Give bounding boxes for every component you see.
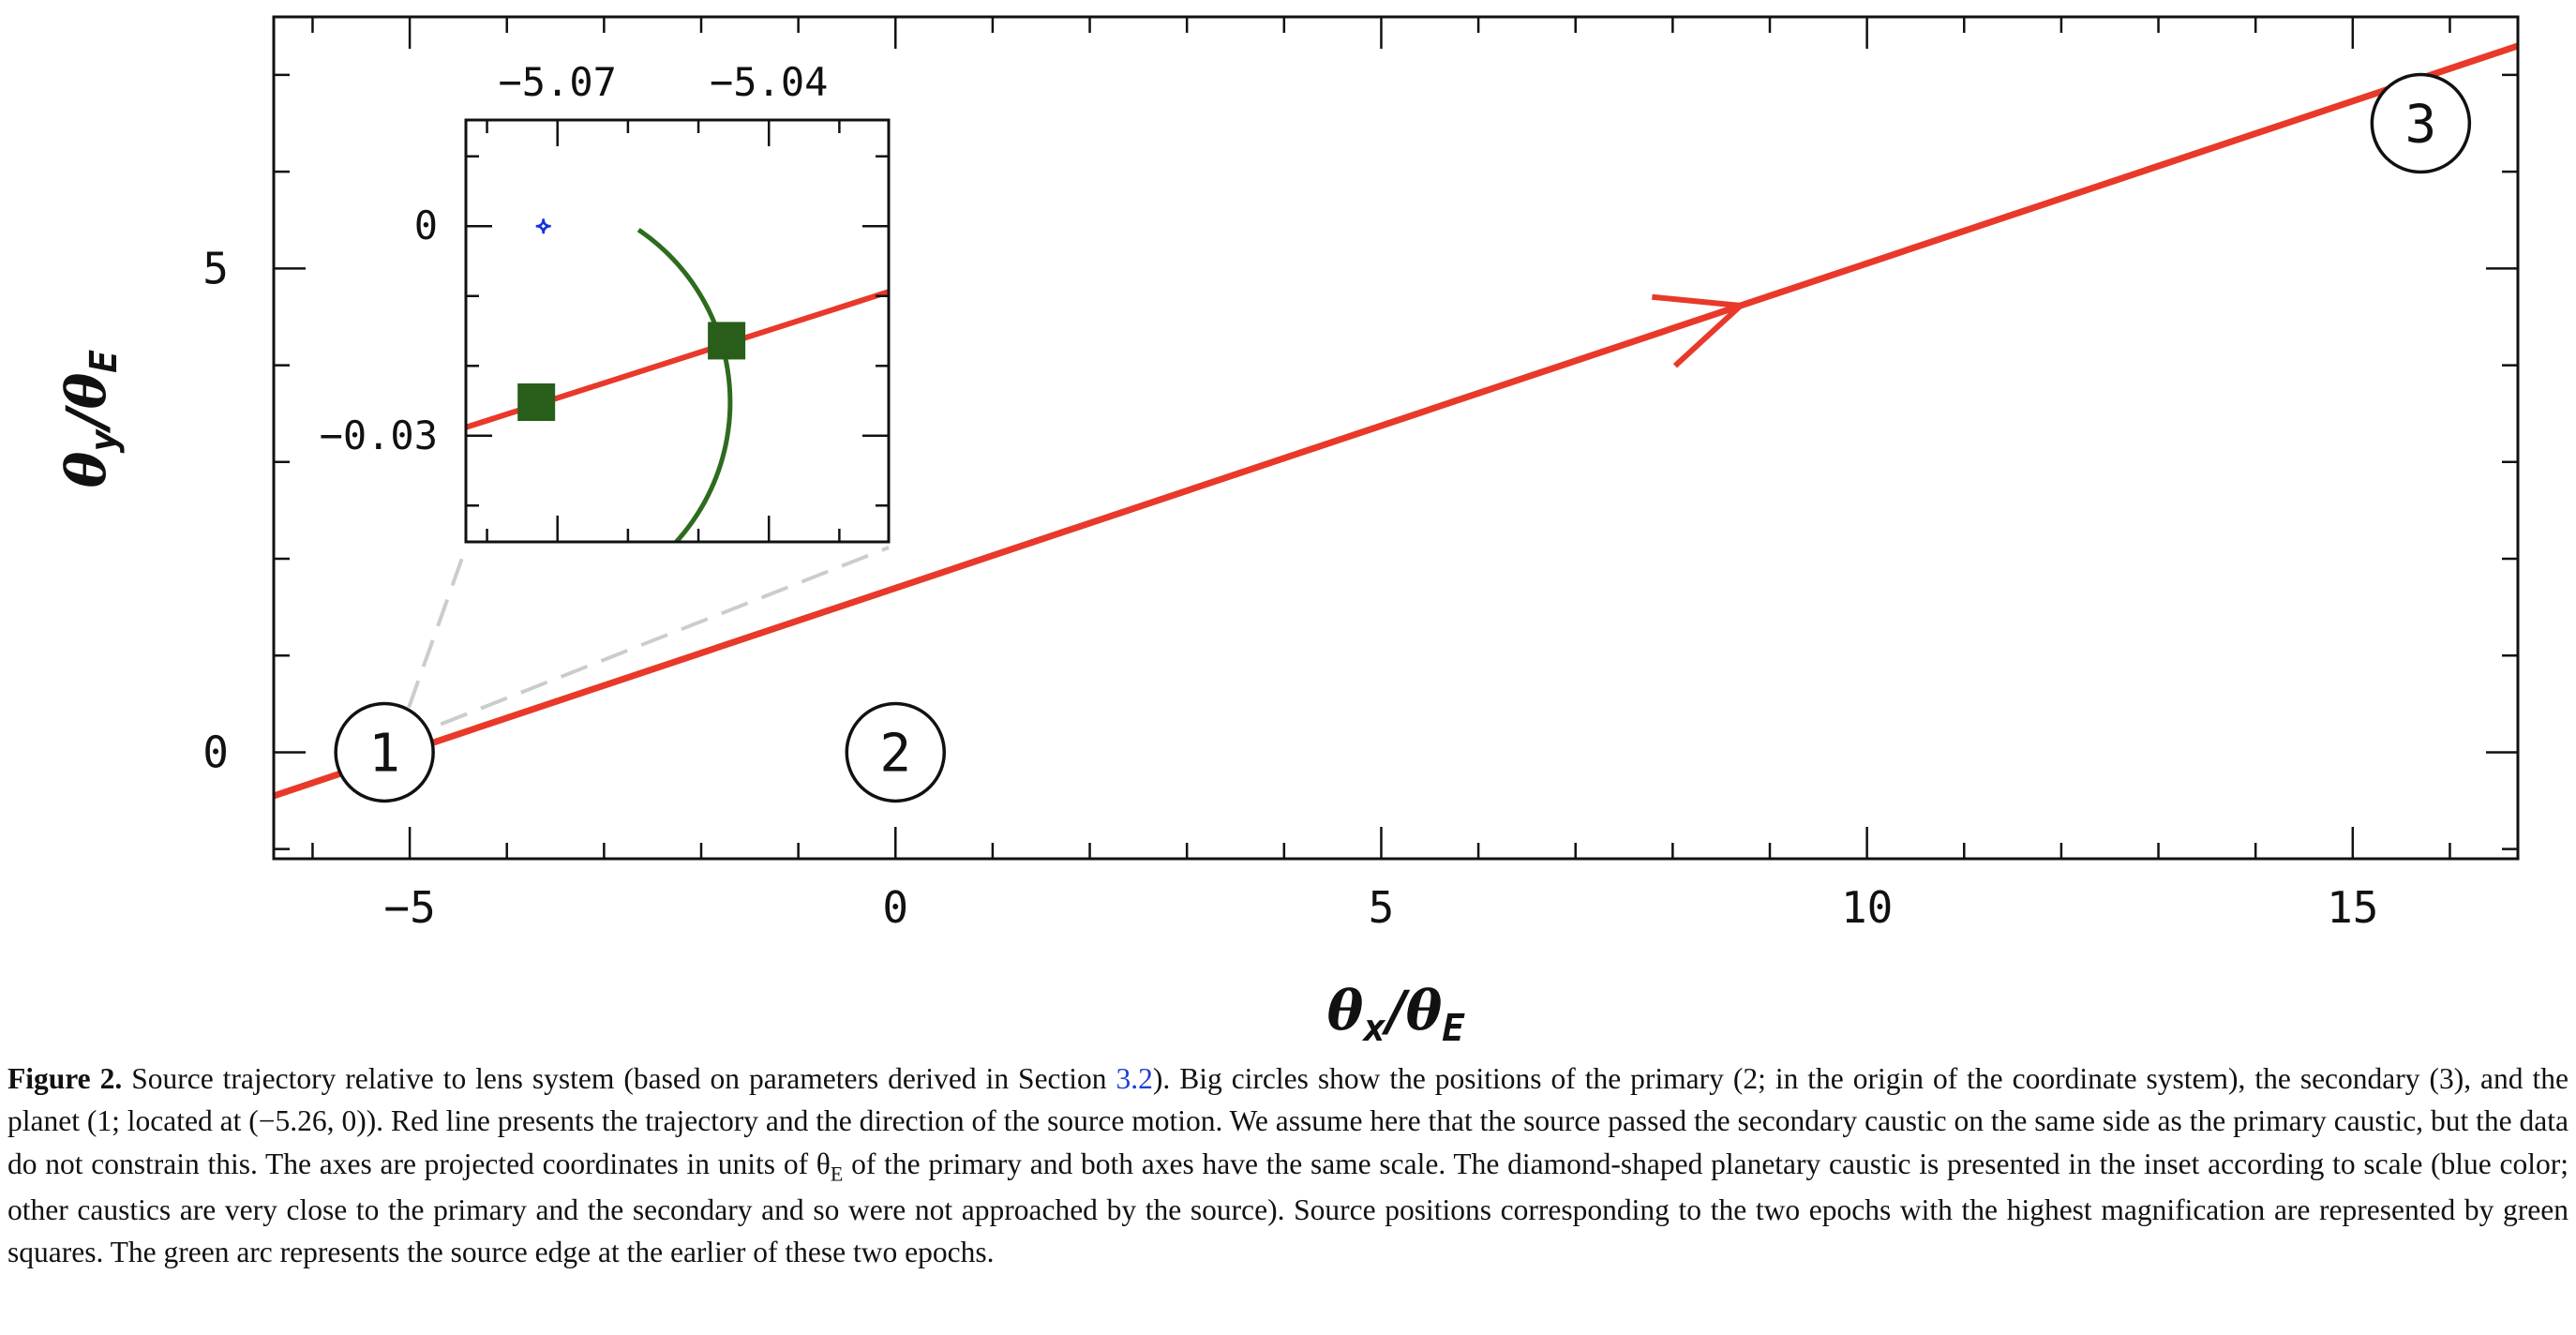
planetary-caustic (535, 218, 551, 234)
figure-caption: Figure 2. Source trajectory relative to … (7, 1058, 2569, 1273)
inset-x-tick-label: −5.04 (710, 59, 828, 105)
main-tick-labels: −5 0 5 10 15 0 5 (202, 243, 2378, 933)
inset-clip-group (466, 218, 889, 542)
body-label: 2 (879, 723, 911, 784)
body-circle (2370, 72, 2472, 174)
x-tick-label: 5 (1369, 882, 1395, 933)
caption-label: Figure 2. (7, 1062, 123, 1095)
inset-tick-labels: −5.07 −5.04 0 −0.03 (320, 59, 829, 458)
x-tick-label: −5 (383, 882, 435, 933)
section-link[interactable]: 3.2 (1116, 1062, 1153, 1095)
inset-content (466, 218, 889, 542)
inset-y-tick-label: 0 (414, 202, 438, 248)
body-label: 3 (2405, 95, 2437, 156)
inset-frame (464, 118, 891, 544)
y-tick-label: 5 (202, 243, 229, 293)
source-edge-arc (637, 228, 733, 542)
y-axis-label: θy/θE (54, 350, 126, 488)
x-tick-label: 0 (882, 882, 908, 933)
zoom-line-left (407, 547, 468, 709)
caption-text: Source trajectory relative to lens syste… (122, 1062, 1116, 1095)
x-tick-label: 15 (2327, 882, 2378, 933)
x-axis-label: θx/θE (1327, 979, 1466, 1050)
zoom-line-right (440, 546, 890, 727)
caption-text-2: ). Big circles show the positions of the… (7, 1062, 2569, 1180)
body-circle (334, 701, 435, 803)
main-axis-ticks (274, 17, 2518, 859)
source-position-square (708, 322, 746, 360)
main-plot: 1 2 3 −5 0 5 10 15 0 5 θx/θE θy/θE (54, 15, 2520, 1050)
y-tick-label: 0 (202, 727, 229, 777)
body-label: 1 (368, 723, 400, 784)
body-circle (845, 701, 947, 803)
caption-theta-subscript: E (830, 1162, 844, 1186)
trajectory-arrow (1652, 293, 1747, 368)
inset-y-tick-label: −0.03 (320, 412, 438, 458)
x-tick-label: 10 (1841, 882, 1893, 933)
inset-zoom-lines (407, 546, 890, 727)
source-position-square (517, 382, 556, 421)
inset-background (466, 120, 889, 542)
inset-x-tick-label: −5.07 (498, 59, 616, 105)
caption-text-3: of the primary and both axes have the sa… (7, 1147, 2569, 1269)
inset-axis-ticks (466, 120, 889, 542)
trajectory-line (272, 42, 2520, 800)
inset-plot: −5.07 −5.04 0 −0.03 (320, 59, 891, 544)
main-plot-frame (272, 15, 2520, 861)
body-markers: 1 2 3 (334, 72, 2472, 803)
